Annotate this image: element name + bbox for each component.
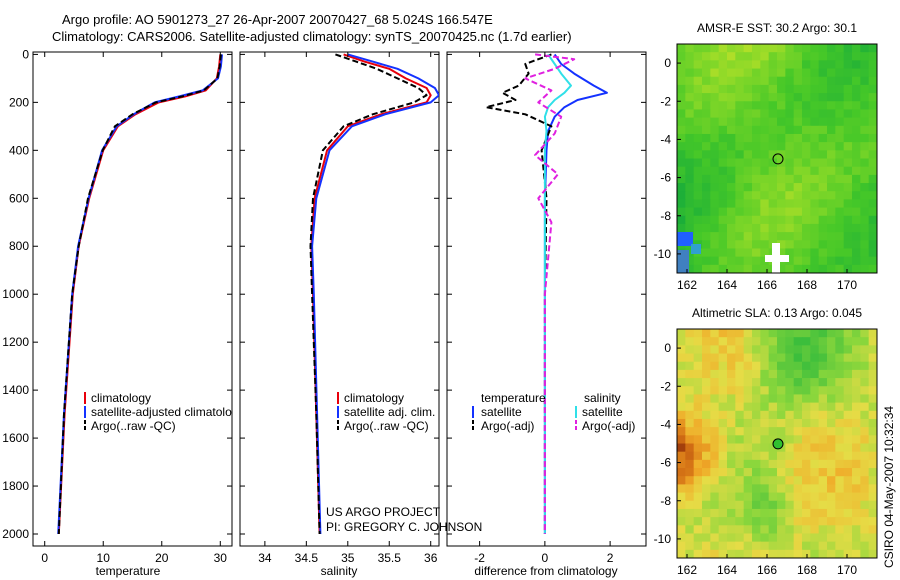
depth-tick-label: 1200 — [2, 335, 29, 349]
sst-map-xtick-label: 168 — [797, 278, 817, 292]
difference-xtick-label: 0 — [542, 551, 549, 565]
sst-map-ytick-label: -8 — [660, 209, 671, 223]
depth-tick-label: 1400 — [2, 383, 29, 397]
salinity-xtick-label: 35 — [341, 551, 355, 565]
sst-map-ytick-label: -6 — [660, 171, 671, 185]
sst-map-ytick-label: -4 — [660, 132, 671, 146]
sst-map-ytick-label: 0 — [664, 56, 671, 70]
sla-map-ytick-label: -8 — [660, 494, 671, 508]
temperature-xtick-label: 0 — [41, 551, 48, 565]
depth-tick-label: 400 — [9, 143, 29, 157]
temperature-xtick-label: 10 — [97, 551, 111, 565]
depth-tick-label: 1000 — [2, 287, 29, 301]
legend-label-climatology-sal: climatology — [344, 391, 404, 405]
sst-map-xtick-label: 170 — [837, 278, 857, 292]
sst-argo-marker — [772, 153, 784, 165]
sla-map-ytick-label: -2 — [660, 379, 671, 393]
sla-map-xtick-label: 166 — [757, 563, 777, 577]
legend-label-climatology: climatology — [91, 391, 151, 405]
depth-tick-label: 600 — [9, 191, 29, 205]
salinity-xtick-label: 36 — [424, 551, 438, 565]
sst-map-xtick-label: 166 — [757, 278, 777, 292]
legend-label-satellite-sal: satellite adj. clim. — [344, 405, 435, 419]
sla-map-ytick-label: 0 — [664, 341, 671, 355]
legend-label-satellite: satellite-adjusted climatology — [91, 405, 244, 419]
difference-xtick-label: -2 — [474, 551, 485, 565]
sst-map-xtick-label: 162 — [677, 278, 697, 292]
depth-tick-label: 0 — [22, 47, 29, 61]
sst-map-grid — [677, 44, 877, 273]
timestamp-credit: CSIRO 04-May-2007 10:32:34 — [882, 406, 896, 568]
sla-map-xtick-label: 162 — [677, 563, 697, 577]
temperature-xtick-label: 20 — [155, 551, 169, 565]
sla-map-grid — [677, 329, 877, 558]
depth-tick-label: 1600 — [2, 431, 29, 445]
legend-title-temperature: temperature — [481, 391, 546, 405]
difference-series-salinity-argo — [524, 53, 576, 534]
difference-series-temperature-argo — [485, 53, 553, 534]
legend-label-temp-satellite: satellite — [481, 405, 522, 419]
temperature-axis-label: temperature — [96, 564, 161, 578]
sst-map-ytick-label: -2 — [660, 94, 671, 108]
sla-map-ytick-label: -4 — [660, 417, 671, 431]
legend-label-argo-sal: Argo(..raw -QC) — [344, 419, 429, 433]
salinity-xtick-label: 34 — [258, 551, 272, 565]
sla-map-xtick-label: 168 — [797, 563, 817, 577]
temperature-panel-frame — [32, 51, 233, 547]
sst-map-title: AMSR-E SST: 30.2 Argo: 30.1 — [697, 21, 857, 35]
sla-map-ytick-label: -6 — [660, 456, 671, 470]
legend-label-temp-argo: Argo(-adj) — [481, 419, 534, 433]
legend-label-sal-satellite: satellite — [582, 405, 623, 419]
depth-tick-label: 2000 — [2, 527, 29, 541]
sla-argo-marker — [772, 438, 784, 450]
depth-tick-label: 200 — [9, 95, 29, 109]
legend-label-argo: Argo(..raw -QC) — [91, 419, 176, 433]
difference-xtick-label: 2 — [607, 551, 614, 565]
salinity-xtick-label: 34.5 — [295, 551, 319, 565]
depth-tick-label: 1800 — [2, 479, 29, 493]
difference-axis-label: difference from climatology — [474, 564, 617, 578]
legend-label-sal-argo: Argo(-adj) — [582, 419, 635, 433]
sst-map-frame — [676, 43, 878, 274]
legend-title-salinity: salinity — [584, 391, 621, 405]
difference-series-salinity-satellite — [543, 53, 572, 534]
temperature-series-argo — [57, 54, 222, 535]
sla-map-frame — [676, 328, 878, 559]
sla-map-xtick-label: 164 — [717, 563, 737, 577]
salinity-series-satellite — [311, 53, 439, 535]
pi-credit: PI: GREGORY C. JOHNSON — [326, 520, 482, 534]
salinity-axis-label: salinity — [321, 564, 358, 578]
sla-map-xtick-label: 170 — [837, 563, 857, 577]
temperature-xtick-label: 30 — [214, 551, 228, 565]
plot-title-line1: Argo profile: AO 5901273_27 26-Apr-2007 … — [62, 12, 493, 27]
missing-data-patch — [765, 255, 789, 262]
plot-title-line2: Climatology: CARS2006. Satellite-adjuste… — [52, 29, 572, 44]
project-credit: US ARGO PROJECT — [326, 505, 441, 519]
salinity-xtick-label: 35.5 — [378, 551, 402, 565]
depth-tick-label: 800 — [9, 239, 29, 253]
sst-map-ytick-label: -10 — [654, 247, 672, 261]
sla-map-title: Altimetric SLA: 0.13 Argo: 0.045 — [692, 306, 862, 320]
salinity-panel-frame — [239, 51, 440, 547]
sst-map-xtick-label: 164 — [717, 278, 737, 292]
sla-map-ytick-label: -10 — [654, 532, 672, 546]
salinity-series-argo — [309, 53, 428, 535]
